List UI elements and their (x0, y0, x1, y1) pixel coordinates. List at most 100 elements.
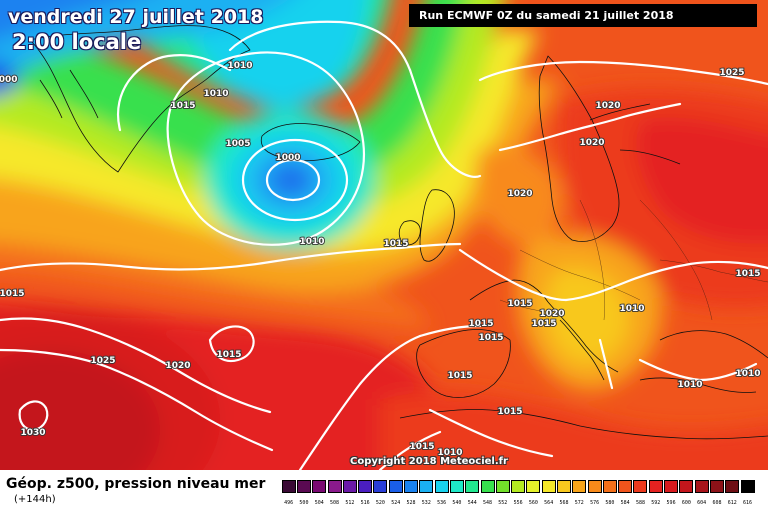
valid-time: 2:00 locale (12, 30, 142, 54)
scale-cell: 600 (679, 480, 694, 506)
scale-swatch (449, 480, 464, 493)
scale-label: 592 (651, 500, 661, 506)
scale-swatch (526, 480, 541, 493)
scale-swatch (342, 480, 357, 493)
scale-label: 576 (590, 500, 600, 506)
scale-swatch (373, 480, 388, 493)
scale-cell: 520 (373, 480, 388, 506)
isobar-label: 1025 (719, 68, 744, 78)
scale-swatch (709, 480, 724, 493)
scale-swatch (694, 480, 709, 493)
scale-cell: 508 (327, 480, 342, 506)
scale-label: 528 (406, 500, 416, 506)
isobar-label: 1010 (619, 304, 644, 314)
scale-swatch (434, 480, 449, 493)
isobar-label: 1020 (165, 361, 190, 371)
scale-label: 568 (559, 500, 569, 506)
scale-cell: 544 (465, 480, 480, 506)
isobar-label: 1020 (579, 138, 604, 148)
scale-label: 548 (482, 500, 493, 506)
scale-label: 580 (605, 500, 615, 506)
scale-swatch (633, 480, 648, 493)
scale-swatch (495, 480, 510, 493)
scale-swatch (740, 480, 755, 493)
scale-cell: 560 (526, 480, 541, 506)
scale-label: 556 (513, 500, 523, 506)
scale-label: 544 (467, 500, 477, 506)
z500-color-field (0, 0, 768, 470)
scale-label: 608 (712, 500, 722, 506)
isobar-label: 1015 (383, 239, 408, 249)
scale-swatch (602, 480, 617, 493)
scale-label: 536 (437, 500, 447, 506)
color-scale: 496 500 504 508 512 516 520 524 528 532 536 540 544 5… (281, 480, 755, 506)
geopotential-map: 1010 1010 1015 1005 1000 1010 1015 1020 1025 1020… (0, 0, 768, 470)
scale-label: 504 (314, 500, 324, 506)
scale-cell: 552 (495, 480, 510, 506)
isobar-label: 1020 (507, 189, 532, 199)
isobar-label: 1015 (507, 299, 532, 309)
scale-swatch (404, 480, 419, 493)
scale-label: 540 (452, 500, 462, 506)
scale-swatch (587, 480, 602, 493)
scale-cell: 556 (510, 480, 526, 506)
scale-swatch (679, 480, 694, 493)
scale-swatch (648, 480, 663, 493)
scale-swatch (312, 480, 327, 493)
scale-cell: 564 (541, 480, 556, 506)
scale-label: 520 (375, 500, 385, 506)
scale-cell: 524 (388, 480, 403, 506)
scale-label: 612 (727, 500, 737, 506)
legend-title: Géop. z500, pression niveau mer (6, 476, 266, 492)
scale-cell: 540 (449, 480, 464, 506)
isobar-label: 1010 (735, 369, 760, 379)
scale-label: 512 (345, 500, 355, 506)
isobar-label: 1030 (20, 428, 45, 438)
scale-swatch (388, 480, 403, 493)
scale-cell: 604 (694, 480, 709, 506)
scale-label: 596 (666, 500, 676, 506)
isobar-label: 1020 (595, 101, 620, 111)
scale-label: 600 (681, 500, 691, 506)
scale-cell: 572 (572, 480, 587, 506)
scale-label: 532 (421, 500, 431, 506)
isobar-label: 1000 (275, 153, 300, 163)
isobar-label: 1015 (0, 289, 25, 299)
scale-label: 560 (528, 500, 538, 506)
scale-cell: 612 (725, 480, 740, 506)
isobar-label: 1015 (478, 333, 503, 343)
scale-cell: 592 (648, 480, 663, 506)
run-info-box: Run ECMWF 0Z du samedi 21 juillet 2018 (409, 4, 757, 27)
scale-label: 552 (498, 500, 508, 506)
scale-swatch (664, 480, 679, 493)
isobar-label: 1015 (409, 442, 434, 452)
scale-swatch (296, 480, 311, 493)
scale-swatch (281, 480, 296, 493)
scale-cell: 588 (633, 480, 648, 506)
scale-cell: 500 (296, 480, 311, 506)
scale-cell: 528 (403, 480, 419, 506)
scale-cell: 536 (434, 480, 449, 506)
scale-cell: 504 (312, 480, 327, 506)
scale-cell: 584 (618, 480, 633, 506)
isobar-label: 1010 (299, 237, 324, 247)
isobar-label: 1015 (531, 319, 556, 329)
scale-cell: 568 (556, 480, 571, 506)
isobar-label: 1015 (735, 269, 760, 279)
isobar-label: 1015 (170, 101, 195, 111)
legend-footer: Géop. z500, pression niveau mer (+144h) … (0, 470, 768, 512)
scale-swatch (419, 480, 434, 493)
scale-cell: 576 (587, 480, 602, 506)
scale-swatch (465, 480, 480, 493)
scale-label: 604 (697, 500, 707, 506)
isobar-label: 1005 (225, 139, 250, 149)
valid-date: vendredi 27 juillet 2018 (8, 6, 264, 28)
scale-cell: 512 (342, 480, 357, 506)
scale-swatch (480, 480, 495, 493)
isobar-label: 1010 (203, 89, 228, 99)
isobar-label: 1015 (216, 350, 241, 360)
scale-swatch (618, 480, 633, 493)
scale-cell: 532 (419, 480, 434, 506)
scale-label: 516 (360, 500, 370, 506)
scale-swatch (572, 480, 587, 493)
